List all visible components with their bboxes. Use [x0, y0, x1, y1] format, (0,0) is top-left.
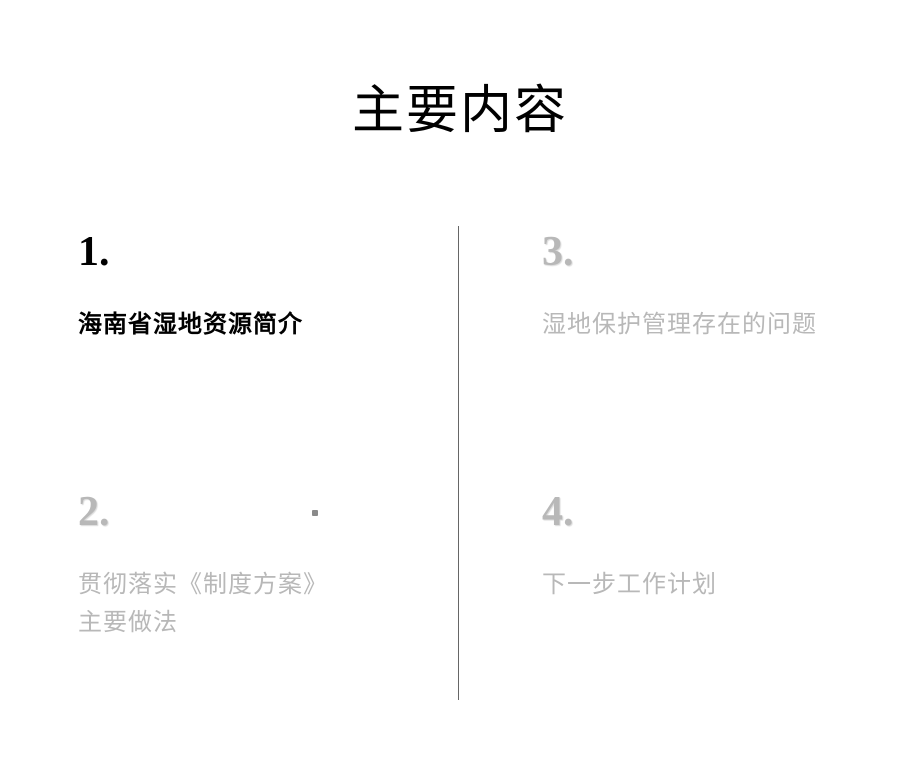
- section-label-2-line2: 主要做法: [78, 610, 178, 636]
- section-4: 4. 下一步工作计划: [542, 488, 717, 604]
- section-label-4: 下一步工作计划: [542, 566, 717, 604]
- section-3: 3. 湿地保护管理存在的问题: [542, 228, 817, 344]
- section-label-2: 贯彻落实《制度方案》 主要做法: [78, 566, 328, 643]
- decorative-dot: [312, 510, 318, 516]
- page-title: 主要内容: [0, 68, 920, 143]
- section-label-1: 海南省湿地资源简介: [78, 306, 303, 344]
- section-label-2-line1: 贯彻落实《制度方案》: [78, 572, 328, 598]
- section-number-1: 1.: [78, 228, 303, 276]
- section-1: 1. 海南省湿地资源简介: [78, 228, 303, 344]
- vertical-divider: [458, 226, 459, 700]
- section-number-3: 3.: [542, 228, 817, 276]
- section-2: 2. 贯彻落实《制度方案》 主要做法: [78, 488, 328, 643]
- section-label-3: 湿地保护管理存在的问题: [542, 306, 817, 344]
- section-number-4: 4.: [542, 488, 717, 536]
- section-number-2: 2.: [78, 488, 328, 536]
